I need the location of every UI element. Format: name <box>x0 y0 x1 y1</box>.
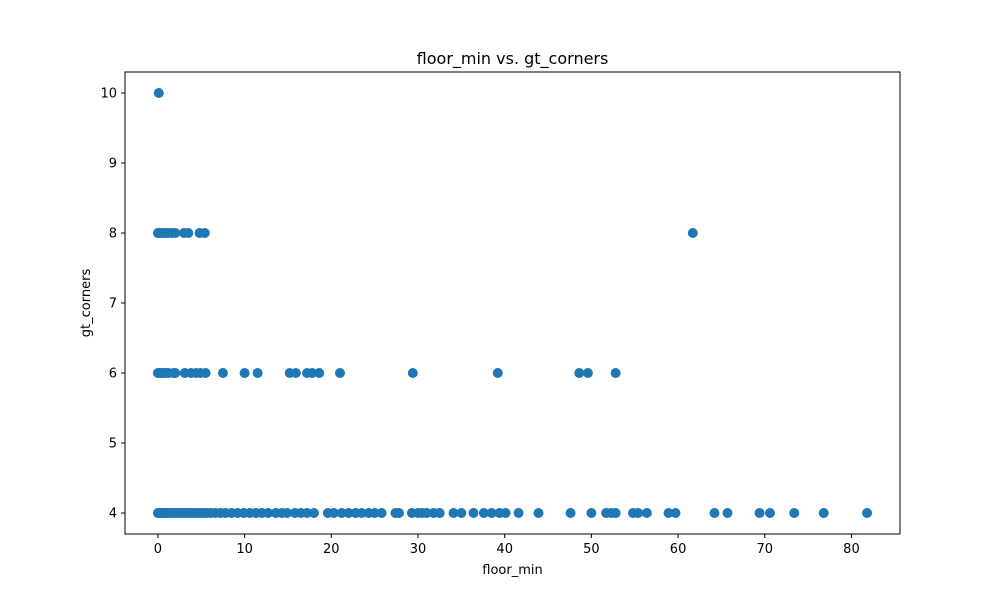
data-point <box>574 368 585 378</box>
data-point <box>818 508 829 518</box>
x-tick-label: 0 <box>154 542 162 557</box>
x-axis-label: floor_min <box>482 563 542 578</box>
data-point <box>239 368 250 378</box>
data-point <box>263 508 274 518</box>
data-point <box>282 508 293 518</box>
data-point <box>434 508 445 518</box>
data-point <box>862 508 873 518</box>
data-point <box>610 368 621 378</box>
data-point <box>308 508 319 518</box>
data-point <box>336 508 347 518</box>
ticks-layer: 0 10 20 30 40 50 60 70 80 4 5 6 7 8 9 10 <box>100 87 859 558</box>
data-point <box>565 508 576 518</box>
data-point <box>448 508 459 518</box>
points-layer <box>152 88 873 518</box>
data-point <box>687 228 698 238</box>
data-point <box>722 508 733 518</box>
data-point <box>582 368 593 378</box>
data-point <box>376 508 387 518</box>
y-tick-label: 5 <box>109 437 117 452</box>
data-point <box>789 508 800 518</box>
x-tick-label: 80 <box>843 542 860 557</box>
data-point <box>478 508 489 518</box>
data-point <box>670 508 681 518</box>
data-point <box>290 368 301 378</box>
data-point <box>183 228 194 238</box>
y-tick-label: 6 <box>109 367 117 382</box>
x-tick-label: 60 <box>670 542 687 557</box>
data-point <box>356 508 367 518</box>
data-point <box>513 508 524 518</box>
x-tick-label: 40 <box>496 542 513 557</box>
data-point <box>709 508 720 518</box>
x-tick-label: 20 <box>323 542 340 557</box>
data-point <box>500 508 511 518</box>
data-point <box>407 368 418 378</box>
data-point <box>252 368 263 378</box>
data-point <box>302 508 313 518</box>
x-tick-label: 10 <box>236 542 253 557</box>
data-point <box>334 368 345 378</box>
chart-title: floor_min vs. gt_corners <box>417 49 609 69</box>
data-point <box>633 508 644 518</box>
y-tick-label: 10 <box>100 87 117 102</box>
data-point <box>610 508 621 518</box>
data-point <box>468 508 479 518</box>
data-point <box>586 508 597 518</box>
data-point <box>200 368 211 378</box>
data-point <box>328 508 339 518</box>
data-point <box>153 88 164 98</box>
data-point <box>754 508 765 518</box>
data-point <box>369 508 380 518</box>
data-point <box>393 508 404 518</box>
data-point <box>421 508 432 518</box>
data-point <box>456 508 467 518</box>
data-point <box>641 508 652 518</box>
y-axis-label: gt_corners <box>79 269 94 338</box>
data-point <box>170 228 181 238</box>
y-tick-label: 8 <box>109 227 117 242</box>
x-tick-label: 70 <box>756 542 773 557</box>
data-point <box>170 368 181 378</box>
x-tick-label: 50 <box>583 542 600 557</box>
y-tick-label: 4 <box>109 507 117 522</box>
data-point <box>314 368 325 378</box>
data-point <box>217 368 228 378</box>
y-tick-label: 7 <box>109 297 117 312</box>
x-tick-label: 30 <box>410 542 427 557</box>
data-point <box>307 368 318 378</box>
data-point <box>343 508 354 518</box>
data-point <box>199 228 210 238</box>
data-point <box>486 508 497 518</box>
data-point <box>533 508 544 518</box>
plot-frame <box>124 71 901 535</box>
data-point <box>492 368 503 378</box>
data-point <box>764 508 775 518</box>
data-point <box>663 508 674 518</box>
y-tick-label: 9 <box>109 157 117 172</box>
